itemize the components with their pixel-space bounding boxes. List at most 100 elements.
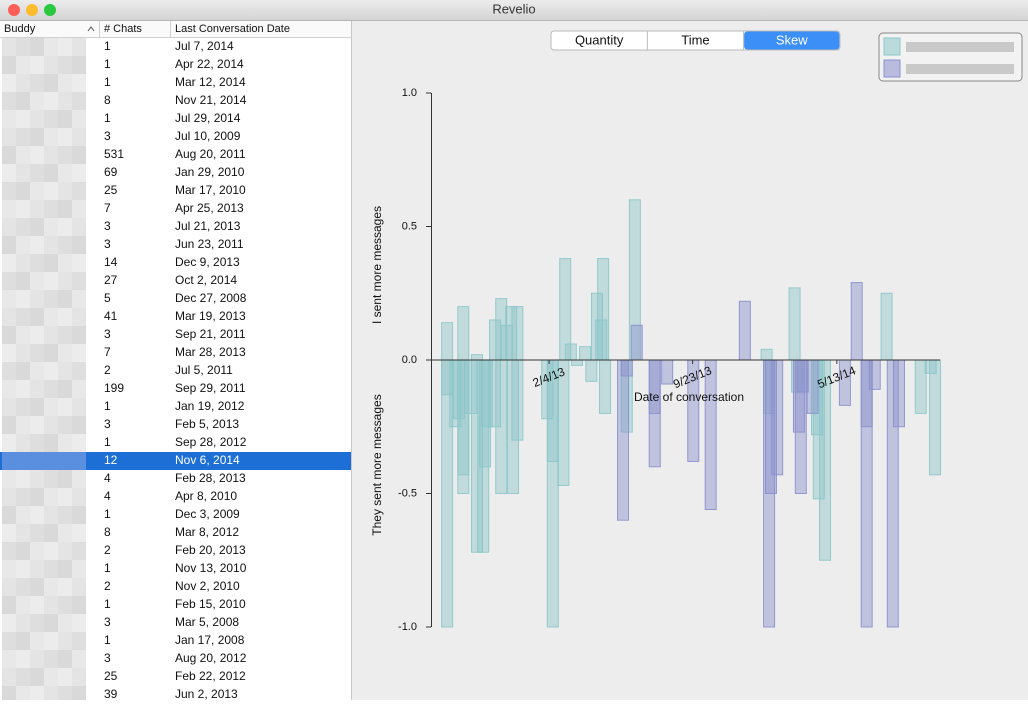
table-row[interactable] [0,74,351,92]
buddy-name-redacted [58,272,72,290]
table-row[interactable] [0,326,351,344]
table-row[interactable] [0,380,351,398]
table-row[interactable] [0,650,351,668]
chat-count: 3 [104,651,111,665]
table-row[interactable] [0,254,351,272]
bar [571,359,584,366]
last-date: Jun 2, 2013 [175,687,238,700]
table-row[interactable] [0,344,351,362]
table-row[interactable] [0,272,351,290]
buddy-name-redacted [72,398,86,416]
last-date: Mar 17, 2010 [175,183,246,197]
bar [648,359,661,468]
segment-label[interactable]: Skew [776,32,808,47]
buddy-name-redacted [16,524,30,542]
table-row[interactable] [0,416,351,434]
table-row[interactable] [0,578,351,596]
chat-count: 3 [104,417,111,431]
buddy-name-redacted [58,632,72,650]
table-row[interactable] [0,128,351,146]
table-row[interactable] [0,434,351,452]
buddy-name-redacted [72,290,86,308]
table-row[interactable] [0,38,351,56]
chat-count: 531 [104,147,124,161]
table-row[interactable] [0,632,351,650]
buddy-name-redacted [58,362,72,380]
table-row[interactable] [0,668,351,686]
buddy-name-redacted [44,632,58,650]
buddy-name-redacted [30,524,44,542]
buddy-name-redacted [58,254,72,272]
table-row[interactable] [0,56,351,74]
bar [585,359,598,382]
table-row[interactable] [0,542,351,560]
last-date: Sep 29, 2011 [175,381,246,395]
buddy-name-redacted [30,398,44,416]
last-date: Dec 27, 2008 [175,291,247,305]
table-row[interactable] [0,398,351,416]
buddy-name-redacted [16,542,30,560]
window-title: Revelio [492,1,535,16]
buddy-name-redacted [72,380,86,398]
table-row[interactable] [0,362,351,380]
column-header[interactable]: Last Conversation Date [175,23,290,35]
buddy-name-redacted [2,542,16,560]
chat-count: 3 [104,237,111,251]
table-row[interactable] [0,146,351,164]
buddy-name-redacted [72,56,86,74]
table-row[interactable] [0,614,351,632]
table-row[interactable] [0,236,351,254]
table-row[interactable] [0,452,351,470]
segment-label[interactable]: Quantity [575,32,624,47]
minimize-button[interactable] [26,4,38,16]
close-button[interactable] [8,4,20,16]
table-row[interactable] [0,488,351,506]
table-row[interactable] [0,524,351,542]
table-row[interactable] [0,218,351,236]
bar [511,306,524,361]
table-row[interactable] [0,506,351,524]
zoom-button[interactable] [44,4,56,16]
y-axis-label: They sent more messages [370,394,384,535]
table-row[interactable] [0,290,351,308]
column-header[interactable]: # Chats [104,23,142,35]
segment-label[interactable]: Time [681,32,709,47]
last-date: Nov 2, 2010 [175,579,240,593]
chat-count: 2 [104,579,111,593]
table-row[interactable] [0,200,351,218]
buddy-name-redacted [30,200,44,218]
buddy-name-redacted [44,452,58,470]
buddy-name-redacted [30,182,44,200]
bar [441,322,454,361]
table-row[interactable] [0,470,351,488]
table-row[interactable] [0,92,351,110]
last-date: Feb 28, 2013 [175,471,246,485]
table-row[interactable] [0,560,351,578]
buddy-name-redacted [58,38,72,56]
buddy-name-redacted [16,182,30,200]
last-date: Feb 20, 2013 [175,543,246,557]
legend-swatch [883,37,901,56]
table-row[interactable] [0,308,351,326]
buddy-name-redacted [44,272,58,290]
buddy-name-redacted [16,686,30,704]
buddy-name-redacted [72,668,86,686]
bar [914,359,927,414]
table-row[interactable] [0,182,351,200]
buddy-name-redacted [2,38,16,56]
table-row[interactable] [0,164,351,182]
buddy-name-redacted [72,434,86,452]
buddy-name-redacted [44,488,58,506]
last-date: Jul 21, 2013 [175,219,241,233]
segment[interactable] [744,31,840,50]
buddy-name-redacted [44,146,58,164]
buddy-name-redacted [58,56,72,74]
buddy-name-redacted [2,200,16,218]
table-row[interactable] [0,596,351,614]
table-row[interactable] [0,110,351,128]
column-header[interactable]: Buddy [4,23,36,35]
buddy-name-redacted [2,632,16,650]
buddy-name-redacted [2,650,16,668]
buddy-name-redacted [44,254,58,272]
buddy-name-redacted [30,38,44,56]
